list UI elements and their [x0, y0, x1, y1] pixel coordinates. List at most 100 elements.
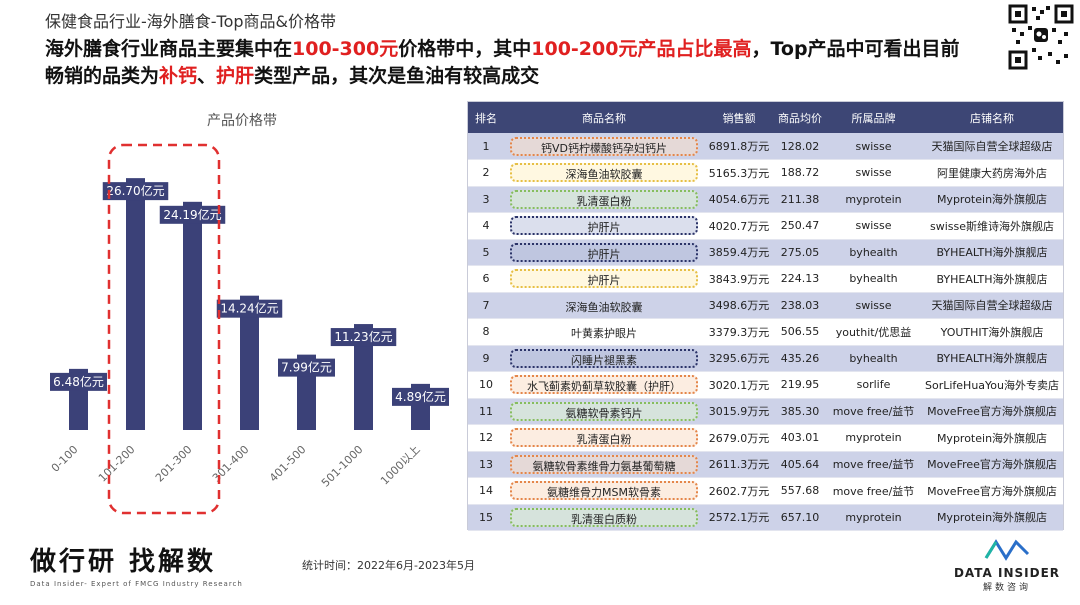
table-row: 12 乳清蛋白粉 2679.0万元 403.01 myprotein Myprotein海… — [468, 424, 1063, 452]
top-products-table: 排名 商品名称 销售额 商品均价 所属品牌 店铺名称 1 钙VD钙柠檬酸钙孕妇钙片… — [467, 101, 1064, 531]
cell-store: Myprotein海外旗舰店 — [921, 186, 1063, 213]
data-insider-logo: DATA INSIDER 解数咨询 — [952, 536, 1062, 593]
table-row: 13 氨糖软骨素维骨力氨基葡萄糖 2611.3万元 405.64 move free/益… — [468, 451, 1063, 478]
chart-title: 产品价格带 — [207, 113, 277, 129]
bar-201-300 — [183, 201, 202, 430]
cell-sales: 6891.8万元 — [704, 133, 774, 160]
cell-store: 天猫国际自营全球超级店 — [921, 133, 1063, 160]
cell-rank: 3 — [468, 186, 504, 213]
cell-price: 557.68 — [774, 477, 826, 505]
product-name-highlight: 护肝片 — [510, 269, 698, 289]
cell-price: 506.55 — [774, 318, 826, 346]
cell-rank: 8 — [468, 318, 504, 346]
cell-brand: byhealth — [826, 239, 921, 266]
headline-highlight: 100-200元产品占比最高 — [531, 38, 752, 60]
data-insider-mark-icon — [984, 539, 1030, 561]
price-band-bar-chart: 6.48亿元 0-100 26.70亿元 101-200 24.19亿元 201-300 1… — [49, 143, 449, 515]
data-label-text: 6.48亿元 — [53, 374, 104, 389]
bar-501-1000 — [354, 324, 373, 430]
cell-sales: 3020.1万元 — [704, 371, 774, 399]
logo-zuohangyan: 做行研 找解数 Data Insider- Expert of FMCG Ind… — [30, 541, 243, 588]
header-rank: 排名 — [475, 111, 497, 125]
header-sales: 销售额 — [722, 111, 756, 125]
bar-301-400 — [240, 295, 259, 430]
table-row: 6 护肝片 3843.9万元 224.13 byhealth BYHEALTH海外旗舰店 — [468, 265, 1063, 293]
cell-price: 188.72 — [774, 159, 826, 187]
cell-rank: 14 — [468, 477, 504, 505]
header-avg-price: 商品均价 — [778, 111, 822, 125]
cell-sales: 2611.3万元 — [704, 451, 774, 478]
header-store: 店铺名称 — [970, 111, 1014, 125]
cell-price: 211.38 — [774, 186, 826, 213]
cell-store: 天猫国际自营全球超级店 — [921, 292, 1063, 319]
cell-store: MoveFree官方海外旗舰店 — [921, 398, 1063, 425]
logo-tagline: Data Insider- Expert of FMCG Industry Re… — [30, 580, 243, 588]
table-row: 14 氨糖维骨力MSM软骨素 2602.7万元 557.68 move free/益节 M… — [468, 477, 1063, 505]
data-label-text: 7.99亿元 — [281, 360, 332, 375]
cell-store: 阿里健康大药房海外店 — [921, 159, 1063, 187]
cell-rank: 11 — [468, 398, 504, 425]
product-name-highlight: 乳清蛋白粉 — [510, 189, 698, 209]
headline: 海外膳食行业商品主要集中在100-300元价格带中，其中100-200元产品占比… — [45, 36, 965, 90]
product-name-highlight: 水飞蓟素奶蓟草软胶囊（护肝） — [510, 375, 698, 395]
table-row: 7 深海鱼油软胶囊 3498.6万元 238.03 swisse 天猫国际自营全球超级店 — [468, 292, 1063, 319]
cell-sales: 3379.3万元 — [704, 318, 774, 346]
cell-sales: 3498.6万元 — [704, 292, 774, 319]
data-label-text: 26.70亿元 — [106, 183, 164, 198]
cell-price: 275.05 — [774, 239, 826, 266]
cell-brand: swisse — [826, 292, 921, 319]
cell-store: BYHEALTH海外旗舰店 — [921, 265, 1063, 293]
cell-brand: myprotein — [826, 186, 921, 213]
cell-rank: 5 — [468, 239, 504, 266]
table-row: 10 水飞蓟素奶蓟草软胶囊（护肝） 3020.1万元 219.95 sorlife Sor… — [468, 371, 1063, 399]
cell-store: swisse斯维诗海外旗舰店 — [921, 212, 1063, 240]
cell-store: MoveFree官方海外旗舰店 — [921, 477, 1063, 505]
product-name-highlight: 乳清蛋白质粉 — [510, 507, 698, 527]
cell-product-name: 护肝片 — [504, 239, 704, 266]
cell-product-name: 水飞蓟素奶蓟草软胶囊（护肝） — [504, 371, 704, 399]
cell-brand: move free/益节 — [826, 477, 921, 505]
cell-brand: youthit/优思益 — [826, 318, 921, 346]
cell-product-name: 护肝片 — [504, 212, 704, 240]
product-name-highlight: 钙VD钙柠檬酸钙孕妇钙片 — [510, 136, 698, 156]
cell-rank: 7 — [468, 292, 504, 319]
x-tick-label: 101-200 — [96, 443, 138, 485]
product-name-highlight: 叶黄素护眼片 — [571, 327, 637, 341]
cell-rank: 12 — [468, 424, 504, 452]
page-subtitle: 保健食品行业-海外膳食-Top商品&价格带 — [45, 12, 337, 31]
data-label: 14.24亿元 — [216, 299, 283, 318]
cell-product-name: 深海鱼油软胶囊 — [504, 159, 704, 187]
x-tick-label: 401-500 — [267, 443, 309, 485]
data-label-text: 24.19亿元 — [163, 207, 221, 222]
product-name-highlight: 氨糖软骨素维骨力氨基葡萄糖 — [510, 454, 698, 474]
cell-brand: swisse — [826, 133, 921, 160]
qr-code-icon — [1008, 4, 1074, 70]
table-row: 4 护肝片 4020.7万元 250.47 swisse swisse斯维诗海外旗舰店 — [468, 212, 1063, 240]
cell-rank: 9 — [468, 345, 504, 372]
cell-sales: 3843.9万元 — [704, 265, 774, 293]
cell-product-name: 深海鱼油软胶囊 — [504, 292, 704, 319]
brand-name: DATA INSIDER — [953, 566, 1061, 580]
product-name-highlight: 闪睡片褪黑素 — [510, 348, 698, 368]
cell-price: 657.10 — [774, 504, 826, 531]
cell-rank: 2 — [468, 159, 504, 187]
headline-text: 价格带中，其中 — [398, 38, 532, 60]
cell-rank: 10 — [468, 371, 504, 399]
cell-price: 405.64 — [774, 451, 826, 478]
cell-product-name: 护肝片 — [504, 265, 704, 293]
table-row: 9 闪睡片褪黑素 3295.6万元 435.26 byhealth BYHEALTH海外旗… — [468, 345, 1063, 372]
cell-sales: 4054.6万元 — [704, 186, 774, 213]
stat-time: 统计时间：2022年6月-2023年5月 — [302, 559, 475, 572]
cell-price: 385.30 — [774, 398, 826, 425]
cell-rank: 15 — [468, 504, 504, 531]
cell-product-name: 叶黄素护眼片 — [504, 318, 704, 346]
headline-text: 类型产品，其次是鱼油有较高成交 — [254, 65, 540, 87]
product-name-highlight: 护肝片 — [510, 242, 698, 262]
cell-price: 219.95 — [774, 371, 826, 399]
cell-sales: 2572.1万元 — [704, 504, 774, 531]
table-row: 1 钙VD钙柠檬酸钙孕妇钙片 6891.8万元 128.02 swisse 天猫国际自营全… — [468, 133, 1063, 160]
cell-price: 238.03 — [774, 292, 826, 319]
cell-sales: 2679.0万元 — [704, 424, 774, 452]
cell-store: BYHEALTH海外旗舰店 — [921, 345, 1063, 372]
cell-brand: swisse — [826, 212, 921, 240]
